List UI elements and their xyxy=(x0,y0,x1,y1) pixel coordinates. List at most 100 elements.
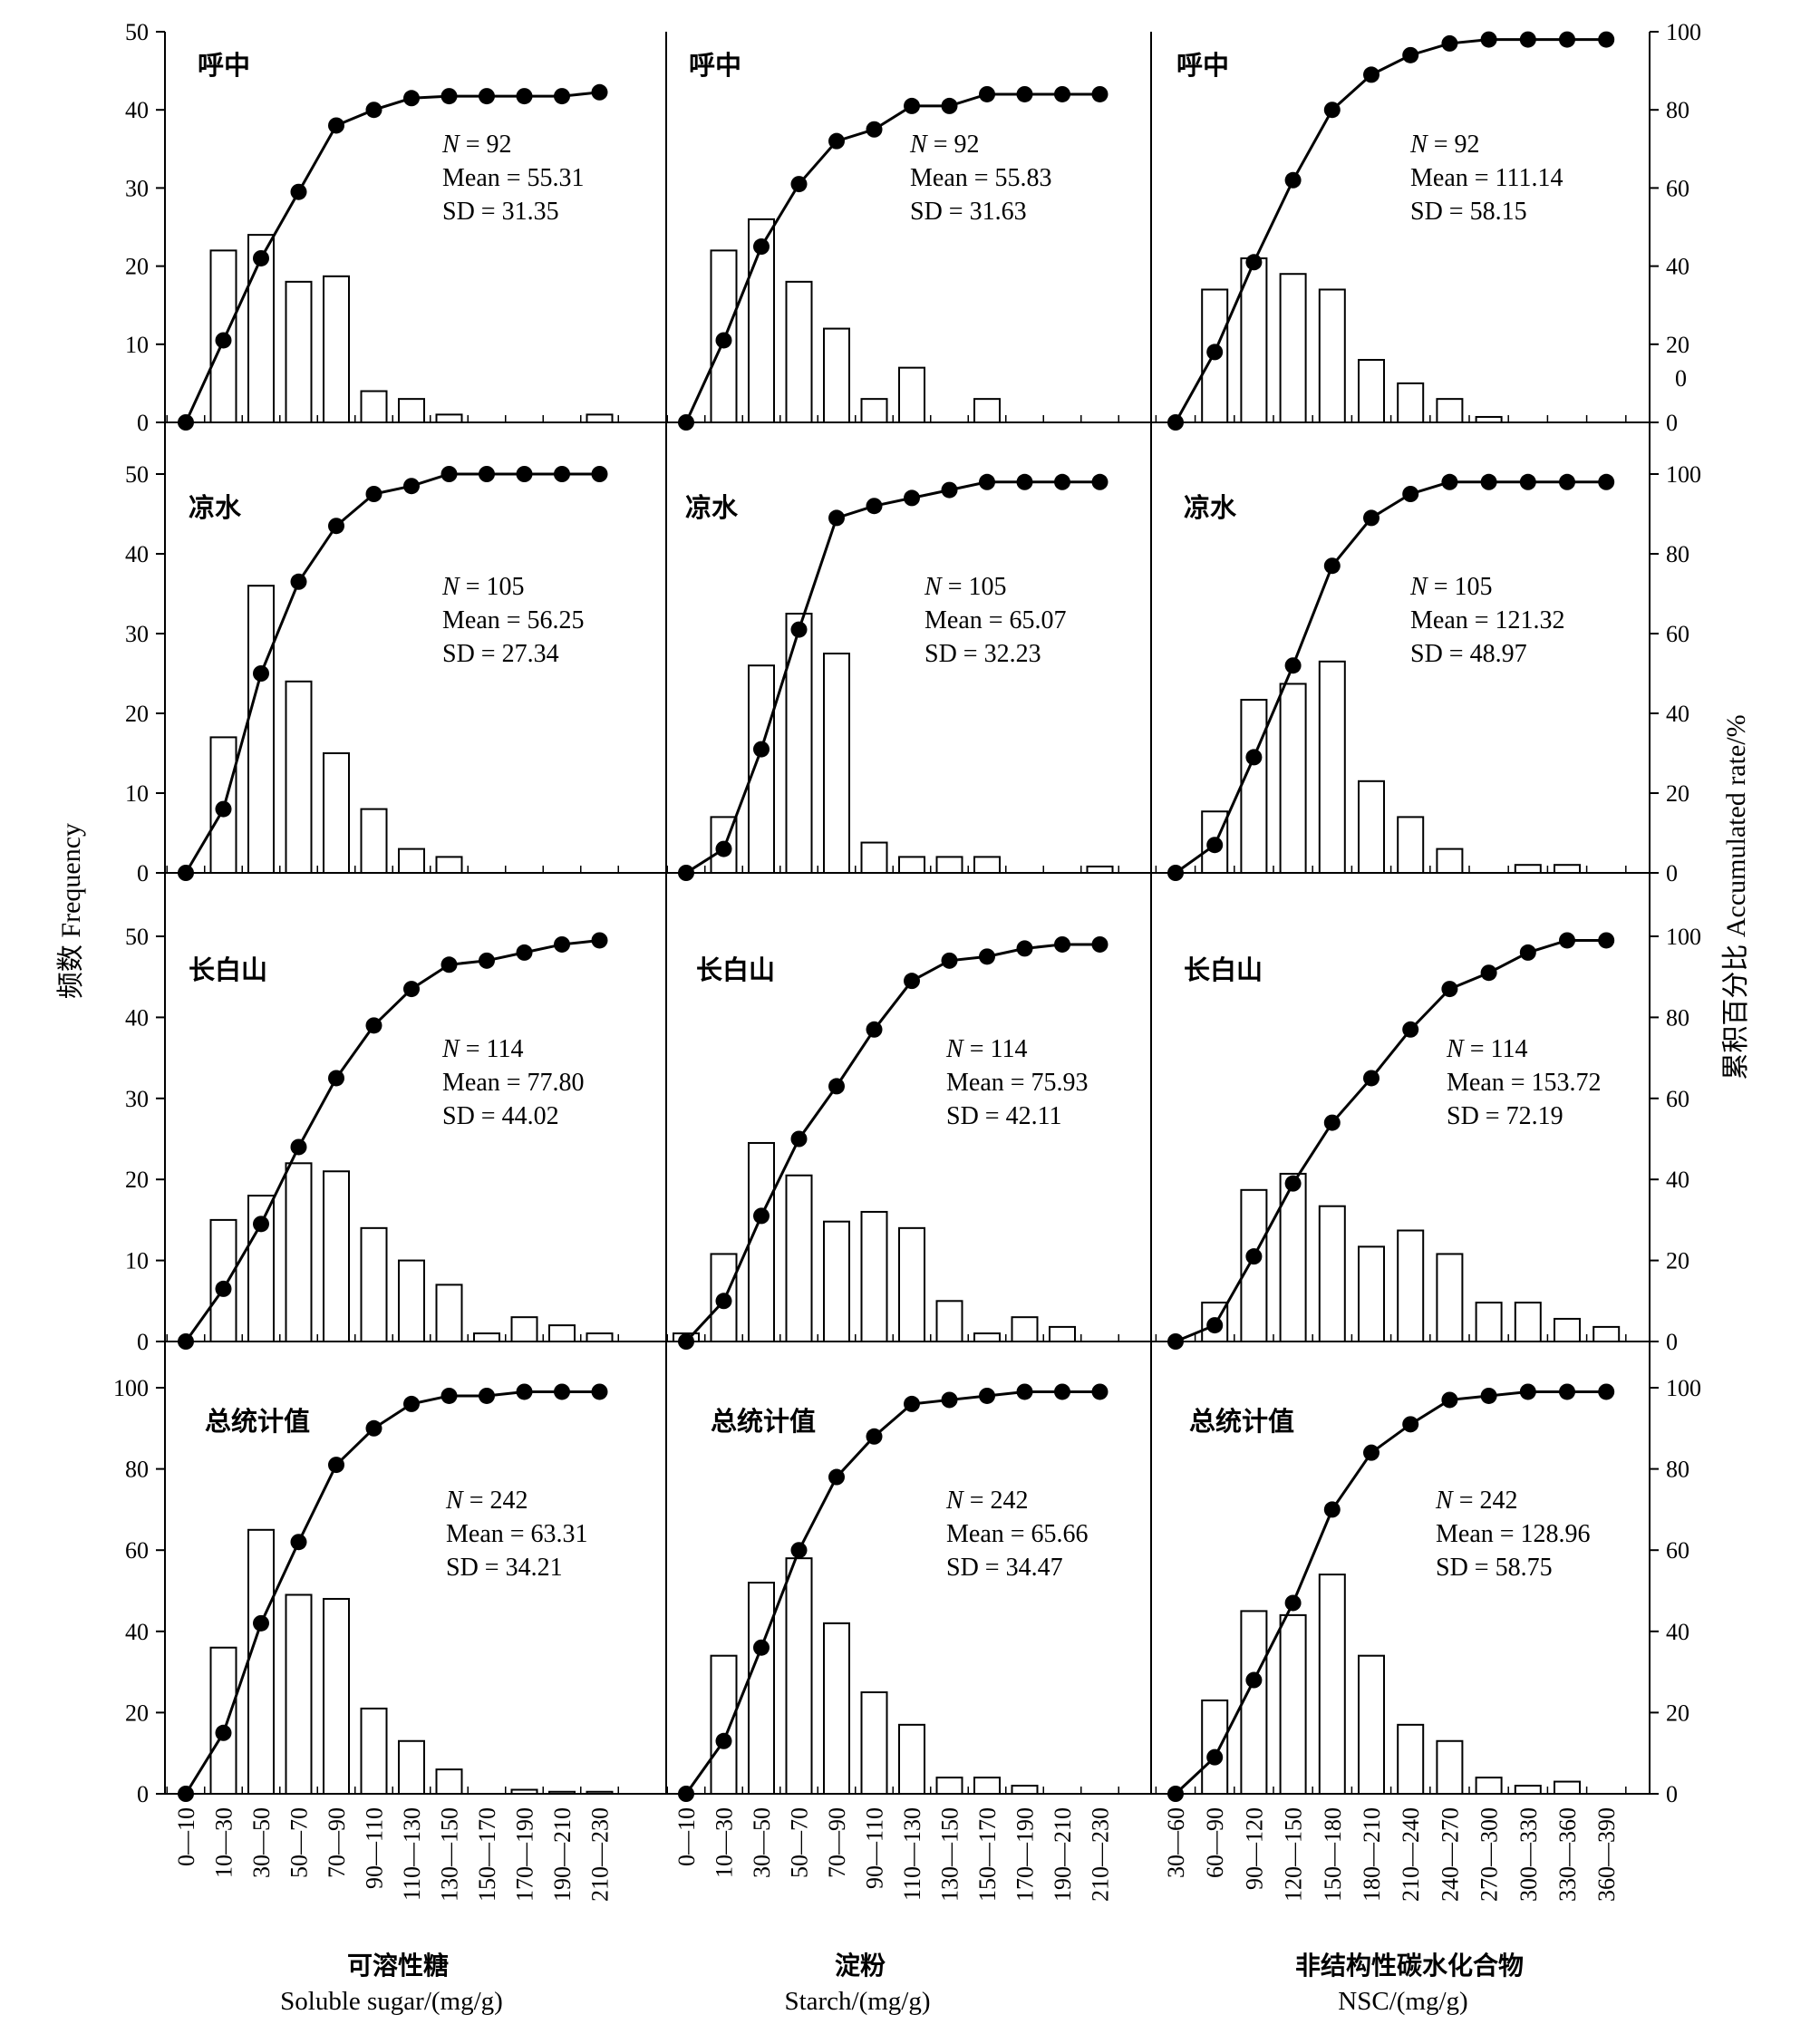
panels-layer: 呼中 N = 92 Mean = 55.31 SD = 31.35 呼中 N = 92 Me… xyxy=(164,31,1651,1902)
x-tick-label: 50—70 xyxy=(286,1807,313,1878)
accumulated-point xyxy=(1206,1317,1224,1334)
stat-n: N = 92 xyxy=(1409,131,1479,159)
x-tick-label: 190—210 xyxy=(1050,1807,1076,1902)
stat-sd: SD = 31.63 xyxy=(910,198,1027,226)
accumulated-point xyxy=(1559,473,1575,490)
right-tick-label: 40 xyxy=(1666,1619,1689,1645)
frequency-bar xyxy=(586,1790,614,1796)
stat-sd: SD = 34.21 xyxy=(446,1554,563,1582)
accumulated-point xyxy=(828,1078,845,1095)
stat-mean: Mean = 111.14 xyxy=(1410,164,1563,192)
accumulated-point xyxy=(328,1457,344,1474)
frequency-bar xyxy=(1318,1574,1346,1795)
accumulated-point xyxy=(1091,1383,1108,1400)
accumulated-point xyxy=(1559,932,1575,949)
frequency-bar xyxy=(785,280,813,423)
frequency-bar xyxy=(1279,1613,1307,1795)
accumulated-point xyxy=(178,414,194,431)
x-tick-label: 10—30 xyxy=(712,1807,738,1878)
accumulated-point xyxy=(1323,1114,1341,1131)
accumulated-point xyxy=(1016,940,1033,957)
accumulated-point xyxy=(904,489,920,507)
right-tick-label: 60 xyxy=(1666,1537,1689,1564)
accumulated-point xyxy=(904,973,920,990)
x-tick-label: 190—210 xyxy=(549,1807,576,1902)
stat-n: N = 114 xyxy=(1446,1035,1527,1063)
column-title-zh-2: 淀粉 xyxy=(835,1951,886,1981)
chart-panel-3-1: 长白山 N = 114 Mean = 77.80 SD = 44.02 xyxy=(165,932,666,1350)
frequency-bar xyxy=(1279,683,1307,874)
accumulated-point xyxy=(1245,1248,1263,1265)
frequency-bar xyxy=(209,1646,237,1795)
accumulated-point xyxy=(715,840,732,857)
accumulated-point xyxy=(1167,1333,1184,1350)
accumulated-point xyxy=(290,1138,307,1156)
left-tick-label: 40 xyxy=(125,541,149,567)
frequency-bar xyxy=(398,398,425,424)
column-title-zh-1: 可溶性糖 xyxy=(347,1951,449,1981)
right-tick-label: 60 xyxy=(1666,175,1689,201)
accumulated-point xyxy=(941,97,958,114)
accumulated-point xyxy=(866,498,883,515)
accumulated-point xyxy=(1441,34,1458,52)
accumulated-point xyxy=(678,865,694,881)
accumulated-point xyxy=(1054,473,1070,490)
accumulated-point xyxy=(479,88,495,105)
accumulated-point xyxy=(1167,865,1184,881)
accumulated-point xyxy=(1598,1383,1615,1400)
accumulated-point xyxy=(591,466,608,482)
row-label: 凉水 xyxy=(685,493,739,523)
accumulated-point xyxy=(516,944,533,961)
accumulated-point xyxy=(866,121,883,138)
left-tick-label: 20 xyxy=(125,1700,149,1726)
right-tick-label: 20 xyxy=(1666,1248,1689,1274)
frequency-bar xyxy=(1554,864,1581,875)
right-tick-stray: 0 xyxy=(1675,365,1687,392)
left-tick-label: 10 xyxy=(125,1248,149,1274)
row-label: 凉水 xyxy=(1184,493,1237,523)
left-tick-label: 0 xyxy=(137,410,149,436)
accumulated-point xyxy=(941,1391,958,1409)
accumulated-point xyxy=(1284,1594,1302,1612)
accumulated-point xyxy=(1245,749,1263,766)
frequency-bar xyxy=(1318,288,1346,423)
accumulated-point xyxy=(1091,473,1108,490)
left-tick-label: 50 xyxy=(125,924,149,950)
accumulated-point xyxy=(365,1419,382,1437)
column-title-en-3: NSC/(mg/g) xyxy=(1338,1987,1467,2016)
x-tick-label: 180—210 xyxy=(1359,1807,1385,1902)
accumulated-point xyxy=(440,466,458,482)
accumulated-point xyxy=(403,90,420,107)
right-tick-label: 40 xyxy=(1666,254,1689,280)
frequency-bar xyxy=(548,1790,576,1796)
frequency-bar xyxy=(860,1210,888,1342)
frequency-bar xyxy=(1475,1777,1503,1795)
left-tick-label: 50 xyxy=(125,19,149,45)
accumulated-point xyxy=(253,1614,269,1632)
stat-mean: Mean = 153.72 xyxy=(1447,1069,1602,1097)
right-tick-label: 80 xyxy=(1666,1004,1689,1031)
row-label: 总统计值 xyxy=(1189,1406,1294,1437)
frequency-bar xyxy=(785,613,813,874)
right-tick-label: 40 xyxy=(1666,1167,1689,1193)
accumulated-point xyxy=(1480,31,1497,48)
y-axis-right-title: 累积百分比 Accumulated rate/% xyxy=(1721,714,1751,1080)
column-title-en-1: Soluble sugar/(mg/g) xyxy=(280,1987,503,2016)
axes-text-layer: 0102030405002040608010001020304050020406… xyxy=(113,19,1701,1807)
stat-mean: Mean = 63.31 xyxy=(446,1520,588,1548)
frequency-bar xyxy=(973,856,1001,875)
accumulated-point xyxy=(828,1468,845,1486)
accumulated-point xyxy=(253,665,269,682)
stat-n: N = 242 xyxy=(1435,1487,1517,1515)
accumulated-point xyxy=(516,466,533,482)
frequency-bar xyxy=(586,1332,614,1343)
accumulated-point xyxy=(178,1786,194,1802)
frequency-bar xyxy=(748,1582,775,1796)
stat-mean: Mean = 128.96 xyxy=(1436,1520,1591,1548)
accumulated-line xyxy=(1174,38,1607,423)
stat-sd: SD = 32.23 xyxy=(925,640,1041,668)
accumulated-point xyxy=(215,800,232,818)
stat-sd: SD = 48.97 xyxy=(1410,640,1527,668)
frequency-bar xyxy=(823,653,850,874)
